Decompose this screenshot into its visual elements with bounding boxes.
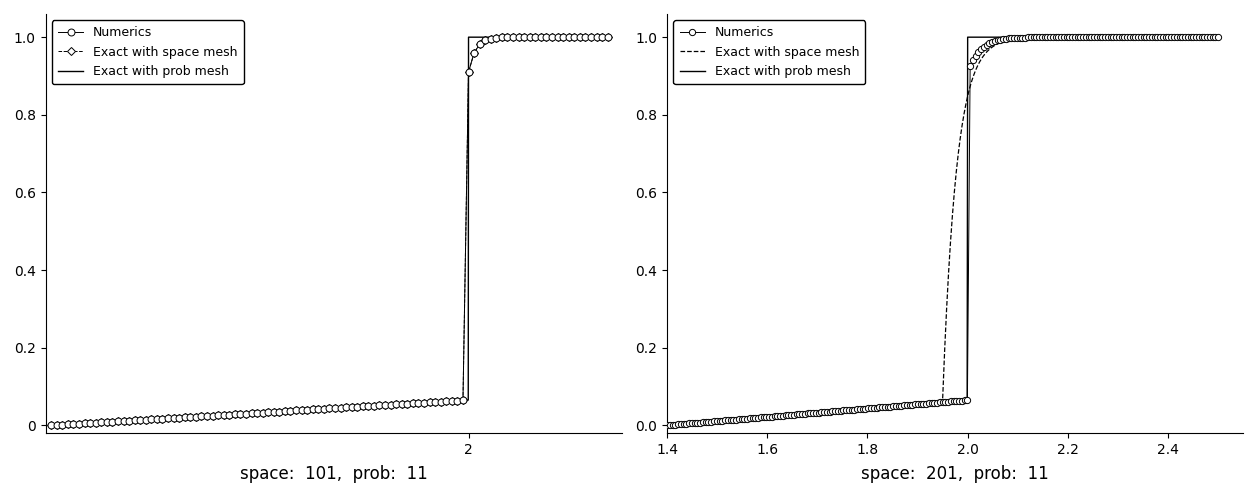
- X-axis label: space:  201,  prob:  11: space: 201, prob: 11: [861, 465, 1050, 483]
- X-axis label: space:  101,  prob:  11: space: 101, prob: 11: [240, 465, 427, 483]
- Legend: Numerics, Exact with space mesh, Exact with prob mesh: Numerics, Exact with space mesh, Exact w…: [52, 20, 244, 84]
- Legend: Numerics, Exact with space mesh, Exact with prob mesh: Numerics, Exact with space mesh, Exact w…: [674, 20, 865, 84]
